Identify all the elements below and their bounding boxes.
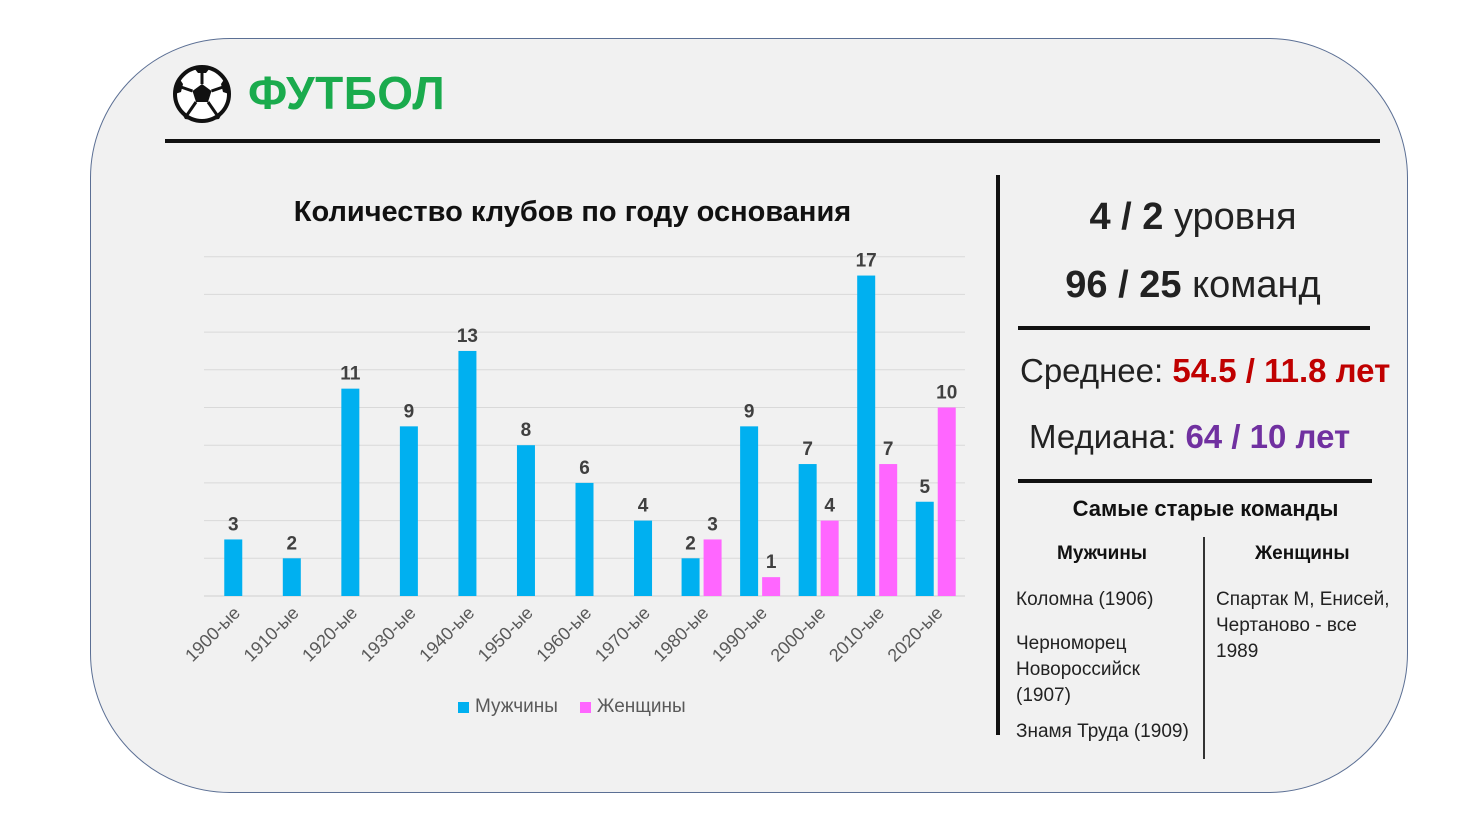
- bar-men: [516, 445, 535, 596]
- x-tick-label: 1940-ые: [415, 603, 478, 666]
- oldest-women-header: Женщины: [1255, 543, 1350, 564]
- chart-title: Количество клубов по году основания: [293, 196, 852, 228]
- oldest-men-team-1: Коломна (1906): [1016, 589, 1154, 610]
- levels-stat: 4 / 2 уровня: [1018, 196, 1368, 239]
- stats-divider-2: [1018, 479, 1372, 483]
- data-label-men: 6: [579, 458, 590, 479]
- header-divider: [165, 139, 1380, 143]
- bar-men: [857, 275, 876, 596]
- data-label-men: 8: [521, 420, 532, 441]
- median-label: Медиана:: [1029, 418, 1177, 455]
- median-value: 64 / 10 лет: [1185, 418, 1351, 455]
- bar-women: [937, 407, 956, 596]
- bar-men: [798, 464, 817, 596]
- x-tick-label: 2000-ые: [767, 603, 830, 666]
- x-tick-label: 1910-ые: [240, 603, 303, 666]
- oldest-teams-title: Самые старые команды: [1072, 496, 1339, 521]
- content-card: [90, 38, 1408, 793]
- data-label-men: 17: [856, 251, 877, 272]
- bar-men: [740, 426, 759, 596]
- legend-label-women: Женщины: [596, 696, 686, 717]
- teams-stat: 96 / 25 команд: [1018, 264, 1368, 307]
- teams-value: 96 / 25: [1065, 264, 1182, 306]
- chart-legend: Мужчины Женщины: [458, 696, 686, 718]
- bar-women: [703, 539, 722, 596]
- x-tick-label: 1980-ые: [649, 603, 712, 666]
- x-tick-label: 2020-ые: [884, 603, 947, 666]
- teams-label: команд: [1192, 264, 1321, 306]
- data-label-men: 9: [744, 401, 755, 422]
- legend-swatch-women: [579, 701, 591, 713]
- x-tick-label: 1920-ые: [298, 603, 361, 666]
- x-tick-label: 1900-ые: [181, 603, 244, 666]
- legend-item-men: Мужчины: [458, 696, 558, 718]
- data-label-women: 3: [707, 514, 718, 535]
- data-label-women: 4: [824, 496, 835, 517]
- stats-divider-1: [1018, 326, 1370, 330]
- x-tick-label: 2010-ые: [825, 603, 888, 666]
- oldest-columns-divider: [1203, 537, 1205, 759]
- bar-men: [681, 558, 700, 596]
- bar-men: [458, 350, 477, 596]
- bar-men: [915, 501, 934, 596]
- bar-women: [762, 577, 781, 596]
- oldest-men-team-2: Черноморец Новороссийск (1907): [1016, 633, 1140, 706]
- levels-value: 4 / 2: [1089, 196, 1164, 238]
- bar-men: [634, 520, 653, 596]
- data-label-men: 3: [228, 514, 239, 535]
- legend-swatch-men: [458, 701, 469, 713]
- data-label-women: 1: [766, 552, 777, 573]
- oldest-men-team-3: Знамя Труда (1909): [1016, 721, 1189, 742]
- section-divider: [996, 175, 1000, 735]
- oldest-women-teams: Спартак М, Енисей, Чертаново - все 1989: [1216, 589, 1390, 662]
- data-label-men: 2: [685, 533, 696, 554]
- mean-value: 54.5 / 11.8 лет: [1172, 352, 1391, 389]
- data-label-men: 7: [802, 439, 813, 460]
- legend-item-women: Женщины: [579, 696, 686, 718]
- bar-men: [341, 388, 360, 596]
- data-label-men: 11: [340, 364, 361, 385]
- bar-men: [282, 558, 301, 596]
- x-tick-label: 1960-ые: [532, 603, 595, 666]
- mean-label: Среднее:: [1020, 352, 1164, 389]
- data-label-men: 13: [457, 326, 478, 347]
- x-tick-label: 1970-ые: [591, 603, 654, 666]
- bar-women: [820, 520, 839, 596]
- sport-title: ФУТБОЛ: [248, 67, 446, 119]
- levels-label: уровня: [1173, 196, 1297, 238]
- data-label-men: 4: [638, 496, 649, 517]
- bar-women: [879, 464, 898, 596]
- bar-men: [575, 482, 594, 596]
- soccer-ball-icon: [173, 65, 231, 123]
- legend-label-men: Мужчины: [475, 696, 558, 717]
- x-tick-label: 1990-ые: [708, 603, 771, 666]
- x-tick-label: 1950-ые: [474, 603, 537, 666]
- data-label-women: 10: [936, 383, 957, 404]
- data-label-women: 7: [883, 439, 894, 460]
- data-label-men: 5: [919, 477, 930, 498]
- oldest-men-header: Мужчины: [1057, 543, 1148, 564]
- mean-stat: Среднее: 54.5 / 11.8 лет: [1020, 352, 1390, 390]
- data-label-men: 9: [404, 401, 415, 422]
- data-label-men: 2: [287, 533, 298, 554]
- x-tick-label: 1930-ые: [357, 603, 420, 666]
- bar-men: [399, 426, 418, 596]
- bar-men: [224, 539, 243, 596]
- founding-year-bar-chart: 31900-ые21910-ые111920-ые91930-ые131940-…: [181, 251, 965, 666]
- median-stat: Медиана: 64 / 10 лет: [1029, 418, 1350, 456]
